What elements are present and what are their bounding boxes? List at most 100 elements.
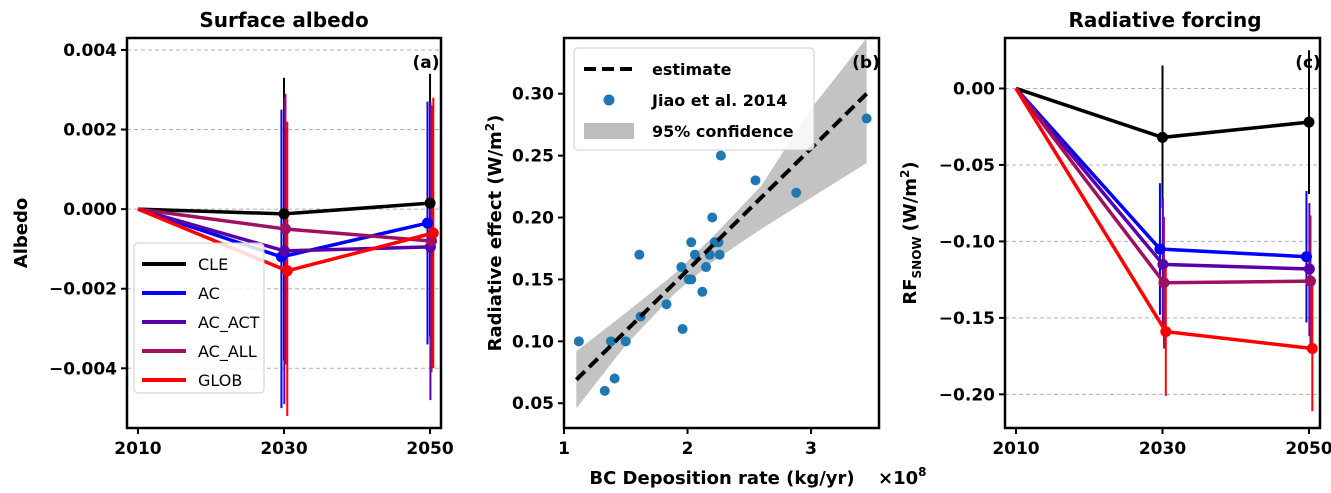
confidence-band xyxy=(576,38,867,409)
panel-b-ytick-label: 0.05 xyxy=(512,394,554,414)
panel-a-point-ac xyxy=(421,217,433,229)
scatter-point xyxy=(676,262,687,273)
scatter-point xyxy=(707,212,718,223)
scatter-point xyxy=(689,249,700,260)
scatter-point xyxy=(750,175,761,186)
legend-a-label-glob: GLOB xyxy=(198,371,242,390)
panel-a-label: (a) xyxy=(412,53,439,73)
panel-a-point-ac_all xyxy=(279,223,291,235)
panel-a-point-glob xyxy=(281,265,293,277)
panel-c-xtick-label: 2010 xyxy=(992,439,1039,459)
panel-c-ylabel-main: RF xyxy=(900,278,921,304)
panel-radiative-forcing: Radiative forcing 2010 2030 2050 0.00 −0.05 −… xyxy=(898,8,1331,459)
panel-b-marks xyxy=(573,38,872,409)
panel-c-ylabel: RFSNOW (W/m2) xyxy=(898,161,924,304)
panel-a-ytick-label: −0.002 xyxy=(49,280,117,300)
panel-b-x-multiplier-base: ×10 xyxy=(878,468,918,489)
panel-a-xtick-label: 2030 xyxy=(260,439,307,459)
panel-b-ylabel: Radiative effect (W/m2) xyxy=(483,115,506,352)
panel-a-point-ac_act xyxy=(278,245,290,257)
panel-b-xtick-label: 2 xyxy=(682,439,694,459)
legend-confidence-label: 95% confidence xyxy=(652,122,794,141)
panel-c-ytick-label: −0.15 xyxy=(939,309,995,329)
scatter-point xyxy=(605,336,616,347)
scatter-point xyxy=(701,262,712,273)
panel-c-point-cle xyxy=(1303,116,1315,128)
scatter-point xyxy=(697,286,708,297)
panel-b-ytick-label: 0.10 xyxy=(512,332,554,352)
panel-b-legend: estimate Jiao et al. 2014 95% confidence xyxy=(573,47,815,151)
panel-b-xlabel: BC Deposition rate (kg/yr) xyxy=(589,468,854,489)
scatter-point xyxy=(599,385,610,396)
panel-c-xtick-label: 2030 xyxy=(1139,439,1186,459)
panel-b-ytick-label: 0.20 xyxy=(512,209,554,229)
scatter-point xyxy=(634,249,645,260)
panel-c-point-ac_act xyxy=(1303,263,1315,275)
panel-b-x-multiplier: ×108 xyxy=(878,465,927,489)
panel-b-frame xyxy=(562,36,881,430)
panel-c-title: Radiative forcing xyxy=(1068,8,1261,32)
legend-confidence-swatch xyxy=(584,123,634,139)
fit-line xyxy=(574,92,869,382)
legend-jiao-swatch xyxy=(603,94,615,106)
legend-a-label-cle: CLE xyxy=(198,255,228,274)
panel-c-marks xyxy=(1014,50,1318,412)
scatter-point xyxy=(609,373,620,384)
panel-b-xtick-label: 3 xyxy=(805,439,817,459)
panel-c-ytick-label: −0.05 xyxy=(939,156,995,176)
panel-c-ylabel-end: ) xyxy=(900,161,921,169)
panel-surface-albedo: Surface albedo 2010 2030 2050 0.004 0.002 0.0… xyxy=(11,8,454,459)
panel-b-ytick-label: 0.30 xyxy=(512,85,554,105)
panel-b-ytick-label: 0.15 xyxy=(512,270,554,290)
panel-b-x-multiplier-exp: 8 xyxy=(918,465,926,479)
panel-c-ticks: 2010 2030 2050 0.00 −0.05 −0.10 −0.15 −0.20 xyxy=(939,79,1331,459)
panel-b-label: (b) xyxy=(852,53,880,73)
panel-c-xtick-label: 2050 xyxy=(1285,439,1331,459)
panel-c-point-ac_act xyxy=(1157,258,1169,270)
panel-a-xtick-label: 2010 xyxy=(114,439,161,459)
panel-c-label: (c) xyxy=(1295,53,1321,73)
scatter-point xyxy=(686,274,697,285)
panel-c-ytick-label: −0.10 xyxy=(939,232,995,252)
panel-a-marks xyxy=(137,73,439,417)
panel-a-ytick-label: 0.000 xyxy=(63,200,117,220)
panel-a-ytick-label: 0.002 xyxy=(63,121,117,141)
scatter-point xyxy=(861,113,872,124)
scatter-point xyxy=(573,336,584,347)
panel-c-ylabel-sup: 2 xyxy=(898,170,912,178)
panel-a-title: Surface albedo xyxy=(199,8,368,32)
panel-c-point-glob xyxy=(1160,326,1172,338)
panel-a-ytick-label: −0.004 xyxy=(49,359,117,379)
scatter-point xyxy=(714,249,725,260)
legend-a-label-ac_act: AC_ACT xyxy=(198,313,260,333)
panel-a-ticks: 2010 2030 2050 0.004 0.002 0.000 −0.002 −0.004 xyxy=(49,41,454,459)
panel-a-xtick-label: 2050 xyxy=(406,439,453,459)
scatter-point xyxy=(715,150,726,161)
scatter-point xyxy=(661,299,672,310)
legend-a-label-ac_all: AC_ALL xyxy=(198,342,257,362)
panel-b-ticks: 1 2 3 0.05 0.10 0.15 0.20 0.25 0.30 xyxy=(512,85,817,459)
scatter-point xyxy=(677,323,688,334)
panel-c-point-glob xyxy=(1306,342,1318,354)
panel-c-line-ac xyxy=(1014,87,1307,259)
panel-c-point-ac_all xyxy=(1158,277,1170,289)
scatter-point xyxy=(620,336,631,347)
panel-c-point-ac xyxy=(1154,243,1166,255)
panel-radiative-effect: 1 2 3 0.05 0.10 0.15 0.20 0.25 0.30 Radiative ef… xyxy=(483,36,927,489)
legend-estimate-label: estimate xyxy=(652,60,732,79)
scatter-point xyxy=(686,237,697,248)
legend-a-label-ac: AC xyxy=(198,284,220,303)
legend-jiao-label: Jiao et al. 2014 xyxy=(651,91,787,110)
panel-a-point-cle xyxy=(278,208,290,220)
panel-a-legend-box xyxy=(133,242,265,394)
panel-a-point-glob xyxy=(427,227,439,239)
scatter-point xyxy=(791,187,802,198)
panel-a-point-cle xyxy=(424,197,436,209)
panel-b-ytick-label: 0.25 xyxy=(512,147,554,167)
panel-b-ylabel-main: Radiative effect (W/m xyxy=(485,131,506,351)
panel-c-ytick-label: 0.00 xyxy=(953,79,995,99)
panel-c-ylabel-sub: SNOW xyxy=(910,236,924,278)
panel-b-xtick-label: 1 xyxy=(558,439,570,459)
panel-a-ytick-label: 0.004 xyxy=(63,41,117,61)
